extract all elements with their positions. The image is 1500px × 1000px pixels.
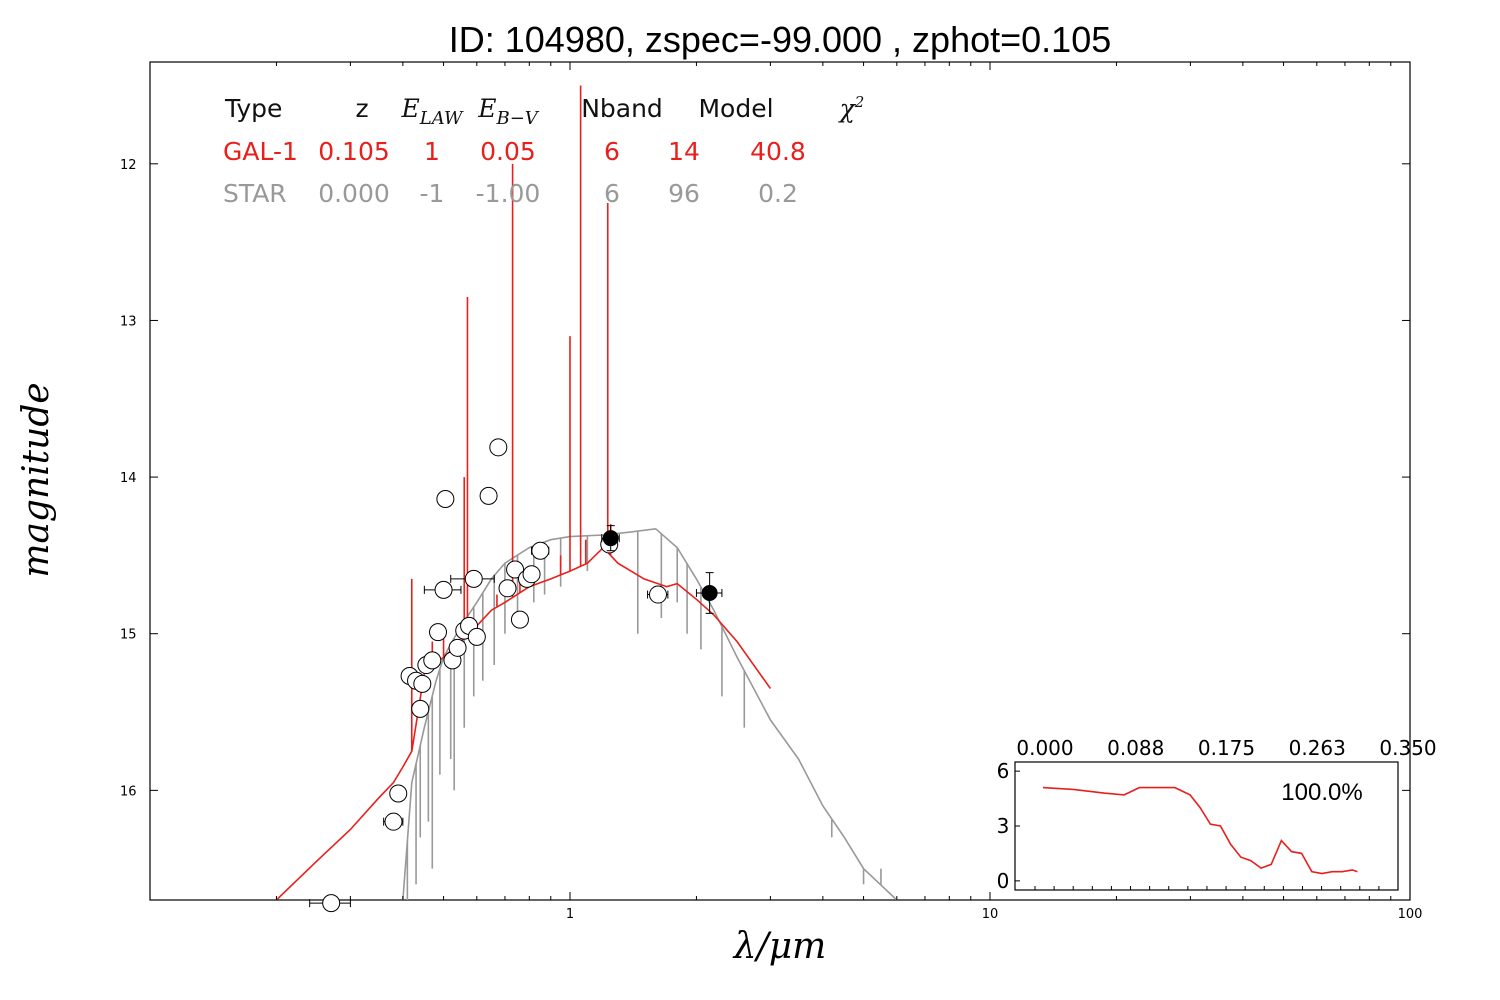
inset-x-tick-label: 0.263 <box>1289 736 1346 760</box>
table-cell-nband: 6 <box>604 179 620 208</box>
table-cell-e-b-v: 0.05 <box>480 137 536 166</box>
photometry-point-open <box>467 627 486 646</box>
y-tick-label: 16 <box>120 784 137 799</box>
photometry-point-open <box>411 699 430 718</box>
photometry-point-open <box>434 580 453 599</box>
table-cell-e-law: 1 <box>424 137 440 166</box>
inset-y-tick-label: 3 <box>997 814 1010 838</box>
table-cell-z: 0.000 <box>318 179 390 208</box>
photometry-point-open <box>464 569 483 588</box>
photometry-point-open <box>479 486 498 505</box>
photometry-point-open <box>448 638 467 657</box>
y-axis-ticks: 12 13 14 15 16 <box>120 158 1410 799</box>
photometry-point-filled <box>602 530 619 547</box>
redshift-pdf-inset: 0.000 0.088 0.175 0.263 0.350 0 3 6 100.0% <box>997 736 1437 893</box>
photometry-point-open <box>389 784 408 803</box>
photometry-point-open <box>648 585 667 604</box>
inset-y-tick-label: 0 <box>997 869 1010 893</box>
inset-pdf-line <box>1042 786 1358 875</box>
inset-x-tick-label: 0.175 <box>1198 736 1255 760</box>
photometry-point-open <box>522 565 541 584</box>
table-header-nband: Nband <box>581 94 663 123</box>
y-tick-label: 15 <box>120 628 137 643</box>
y-axis-label: magnitude <box>16 382 57 577</box>
star-model-series <box>402 527 898 900</box>
photometry-point-open <box>498 579 517 598</box>
photometry-points <box>309 438 723 913</box>
inset-annotation: 100.0% <box>1281 779 1362 806</box>
photometry-point-open <box>531 541 550 560</box>
x-tick-label: 100 <box>1398 907 1423 922</box>
photometry-point-open <box>384 812 403 831</box>
photometry-point-open <box>506 560 525 579</box>
table-header-type: Type <box>224 94 282 123</box>
photometry-point-open <box>510 610 529 629</box>
y-tick-label: 13 <box>120 314 137 329</box>
fit-results-table: Type z ELAW EB−V Nband Model χ2 GAL-1 0.105 1 0.05… <box>223 93 864 208</box>
table-cell-e-b-v: -1.00 <box>476 179 541 208</box>
photometry-point-open <box>413 674 432 693</box>
gal-1-continuum <box>275 546 772 900</box>
inset-x-ticks: 0.000 0.088 0.175 0.263 0.350 <box>1016 736 1437 890</box>
photometry-point-filled <box>701 584 718 601</box>
y-tick-label: 12 <box>120 158 137 173</box>
photometry-point-open <box>436 490 455 509</box>
inset-pdf-path <box>1042 786 1358 875</box>
y-tick-label: 14 <box>120 471 137 486</box>
table-cell-chi2: 0.2 <box>758 179 798 208</box>
inset-x-tick-label: 0.350 <box>1379 736 1436 760</box>
inset-x-tick-label: 0.000 <box>1016 736 1073 760</box>
photometry-point-open <box>429 623 448 642</box>
table-header-e-b-v: EB−V <box>477 94 540 129</box>
x-axis-ticks: 1 10 100 <box>275 62 1423 922</box>
table-header-model: Model <box>698 94 773 123</box>
inset-x-tick-label: 0.088 <box>1107 736 1164 760</box>
chart-title: ID: 104980, zspec=-99.000 , zphot=0.105 <box>449 19 1111 60</box>
x-axis-label: λ/μm <box>732 926 826 967</box>
inset-y-tick-label: 6 <box>997 759 1010 783</box>
table-cell-type: STAR <box>223 179 287 208</box>
inset-y-ticks: 0 3 6 <box>997 759 1020 893</box>
x-tick-label: 1 <box>566 907 574 922</box>
photometry-point-open <box>489 438 508 457</box>
table-cell-chi2: 40.8 <box>750 137 806 166</box>
table-cell-model: 96 <box>668 179 700 208</box>
table-header-z: z <box>355 94 368 123</box>
table-cell-nband: 6 <box>604 137 620 166</box>
photometry-point-open <box>423 651 442 670</box>
plot-frame <box>149 61 1411 901</box>
photometry-point-open <box>322 894 341 913</box>
table-cell-type: GAL-1 <box>223 137 298 166</box>
x-tick-label: 10 <box>982 907 999 922</box>
table-cell-e-law: -1 <box>420 179 445 208</box>
table-header-e-law: ELAW <box>401 94 464 129</box>
table-cell-model: 14 <box>668 137 700 166</box>
table-header-chi2: χ2 <box>838 93 865 123</box>
table-cell-z: 0.105 <box>318 137 390 166</box>
